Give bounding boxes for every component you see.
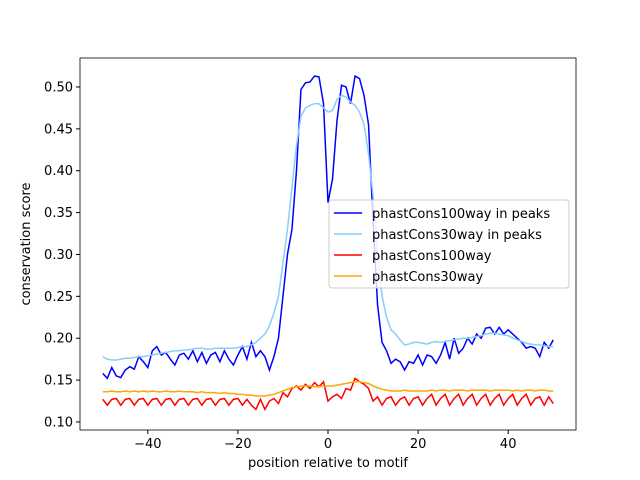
legend-label: phastCons30way in peaks	[372, 228, 542, 243]
y-tick-label: 0.25	[44, 290, 73, 305]
y-tick-label: 0.40	[44, 164, 73, 179]
x-tick-label: 40	[500, 437, 517, 452]
x-tick-label: 20	[410, 437, 427, 452]
legend-label: phastCons100way in peaks	[372, 207, 550, 222]
legend-label: phastCons100way	[372, 249, 492, 264]
y-tick-label: 0.15	[44, 374, 73, 389]
x-tick-label: −40	[134, 437, 161, 452]
y-tick-label: 0.45	[44, 122, 73, 137]
y-tick-label: 0.35	[44, 206, 73, 221]
y-axis-label: conservation score	[19, 182, 34, 305]
plot-frame	[79, 57, 577, 431]
y-tick-label: 0.10	[44, 415, 73, 430]
data-line	[102, 377, 554, 412]
y-tick-label: 0.30	[44, 248, 73, 263]
x-tick-label: 0	[324, 437, 332, 452]
x-axis-label: position relative to motif	[248, 456, 408, 471]
data-line	[102, 94, 554, 361]
legend-label: phastCons30way	[372, 270, 484, 285]
x-tick-label: −20	[224, 437, 251, 452]
y-tick-label: 0.50	[44, 80, 73, 95]
data-line	[102, 74, 554, 380]
legend-box	[328, 199, 570, 289]
data-line	[102, 381, 554, 397]
y-tick-label: 0.20	[44, 332, 73, 347]
